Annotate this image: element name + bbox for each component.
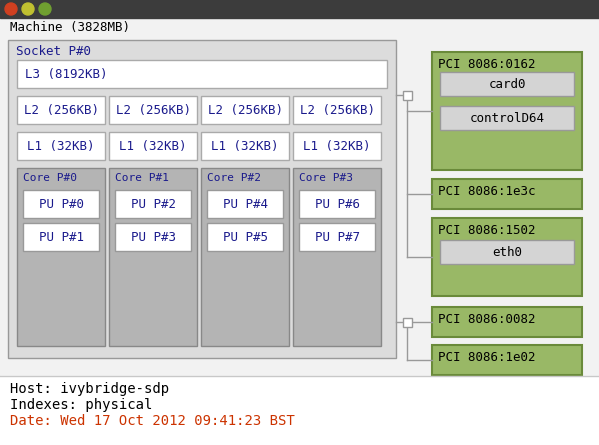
Text: PU P#3: PU P#3	[131, 231, 176, 243]
Text: Host: ivybridge-sdp: Host: ivybridge-sdp	[10, 382, 169, 396]
Bar	[17, 60, 387, 88]
Bar	[403, 91, 412, 100]
Text: L2 (256KB): L2 (256KB)	[300, 104, 374, 117]
Text: PCI 8086:0082: PCI 8086:0082	[438, 313, 536, 326]
Text: PCI 8086:1e02: PCI 8086:1e02	[438, 351, 536, 364]
Text: PCI 8086:1502: PCI 8086:1502	[438, 224, 536, 237]
Bar	[207, 223, 283, 251]
Bar	[440, 106, 574, 130]
Text: PU P#6: PU P#6	[314, 198, 359, 210]
Bar	[109, 168, 197, 346]
Bar	[293, 168, 381, 346]
Text: Core P#1: Core P#1	[115, 173, 169, 183]
Text: PU P#2: PU P#2	[131, 198, 176, 210]
Text: PU P#4: PU P#4	[222, 198, 268, 210]
Bar	[299, 223, 375, 251]
Bar	[17, 132, 105, 160]
Bar	[432, 52, 582, 170]
Circle shape	[5, 3, 17, 15]
Text: PU P#7: PU P#7	[314, 231, 359, 243]
Bar	[0, 0, 599, 18]
Bar	[299, 190, 375, 218]
Circle shape	[22, 3, 34, 15]
Bar	[440, 240, 574, 264]
Text: L1 (32KB): L1 (32KB)	[303, 139, 371, 153]
Circle shape	[39, 3, 51, 15]
Bar	[8, 40, 396, 358]
Text: L2 (256KB): L2 (256KB)	[207, 104, 283, 117]
Text: L1 (32KB): L1 (32KB)	[211, 139, 279, 153]
Text: Core P#0: Core P#0	[23, 173, 77, 183]
Bar	[432, 345, 582, 375]
Bar	[0, 376, 599, 445]
Bar	[432, 179, 582, 209]
Text: L3 (8192KB): L3 (8192KB)	[25, 68, 107, 81]
Text: Date: Wed 17 Oct 2012 09:41:23 BST: Date: Wed 17 Oct 2012 09:41:23 BST	[10, 414, 295, 428]
Bar	[115, 223, 191, 251]
Text: L2 (256KB): L2 (256KB)	[116, 104, 190, 117]
Bar	[109, 96, 197, 124]
Text: Indexes: physical: Indexes: physical	[10, 398, 152, 412]
Text: card0: card0	[488, 77, 526, 90]
Text: Socket P#0: Socket P#0	[16, 45, 91, 58]
Text: eth0: eth0	[492, 246, 522, 259]
Bar	[115, 190, 191, 218]
Text: Core P#2: Core P#2	[207, 173, 261, 183]
Text: PCI 8086:0162: PCI 8086:0162	[438, 58, 536, 71]
Text: PU P#0: PU P#0	[38, 198, 83, 210]
Text: L1 (32KB): L1 (32KB)	[27, 139, 95, 153]
Text: Machine (3828MB): Machine (3828MB)	[10, 21, 130, 34]
Text: PU P#5: PU P#5	[222, 231, 268, 243]
Bar	[432, 218, 582, 296]
Bar	[23, 223, 99, 251]
Bar	[17, 168, 105, 346]
Bar	[23, 190, 99, 218]
Bar	[293, 132, 381, 160]
Text: controlD64: controlD64	[470, 112, 544, 125]
Bar	[109, 132, 197, 160]
Bar	[201, 168, 289, 346]
Text: PU P#1: PU P#1	[38, 231, 83, 243]
Bar	[201, 132, 289, 160]
Text: L2 (256KB): L2 (256KB)	[23, 104, 98, 117]
Text: Core P#3: Core P#3	[299, 173, 353, 183]
Bar	[403, 318, 412, 327]
Bar	[207, 190, 283, 218]
Bar	[440, 72, 574, 96]
Bar	[201, 96, 289, 124]
Bar	[432, 307, 582, 337]
Bar	[293, 96, 381, 124]
Text: PCI 8086:1e3c: PCI 8086:1e3c	[438, 185, 536, 198]
Text: L1 (32KB): L1 (32KB)	[119, 139, 187, 153]
Bar	[17, 96, 105, 124]
